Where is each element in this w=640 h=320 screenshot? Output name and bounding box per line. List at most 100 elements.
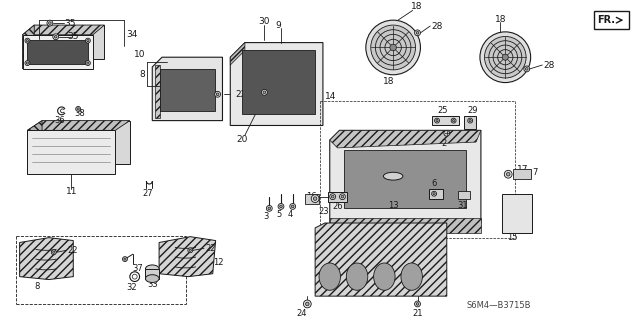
Text: 15: 15 — [508, 233, 518, 242]
Circle shape — [416, 31, 419, 34]
Text: 27: 27 — [142, 189, 153, 198]
Circle shape — [525, 68, 528, 70]
Circle shape — [469, 119, 471, 122]
Bar — [328, 192, 348, 202]
Circle shape — [51, 250, 56, 255]
Text: 21: 21 — [413, 309, 423, 318]
Circle shape — [280, 205, 282, 208]
Ellipse shape — [346, 263, 368, 290]
Text: 34: 34 — [126, 30, 138, 39]
Circle shape — [47, 20, 52, 26]
Circle shape — [484, 36, 526, 78]
Text: 29: 29 — [467, 106, 477, 115]
Text: 18: 18 — [411, 2, 422, 11]
Circle shape — [262, 89, 268, 95]
Circle shape — [122, 257, 127, 261]
Text: 6: 6 — [431, 180, 436, 188]
Circle shape — [278, 204, 284, 209]
Polygon shape — [330, 130, 481, 223]
Circle shape — [416, 303, 419, 305]
Polygon shape — [22, 25, 104, 35]
Circle shape — [52, 34, 59, 40]
Text: 22: 22 — [67, 246, 78, 255]
Text: 7: 7 — [532, 168, 538, 177]
Circle shape — [341, 195, 344, 198]
Bar — [465, 116, 476, 129]
Circle shape — [506, 172, 510, 176]
Circle shape — [290, 204, 296, 209]
Polygon shape — [230, 43, 245, 65]
Circle shape — [189, 249, 191, 252]
Circle shape — [431, 191, 436, 196]
Bar — [458, 191, 470, 199]
Text: 11: 11 — [65, 187, 77, 196]
Circle shape — [25, 60, 30, 66]
Circle shape — [87, 62, 89, 64]
Text: 4: 4 — [288, 210, 293, 219]
Text: 26: 26 — [333, 202, 343, 211]
Circle shape — [524, 66, 530, 72]
Circle shape — [339, 194, 346, 200]
Circle shape — [371, 25, 415, 70]
Polygon shape — [230, 43, 323, 125]
Text: 31: 31 — [457, 201, 468, 210]
Circle shape — [26, 40, 29, 42]
Circle shape — [480, 32, 531, 83]
Text: 17: 17 — [517, 165, 529, 174]
Text: 16: 16 — [307, 192, 317, 201]
Polygon shape — [330, 218, 481, 233]
Text: 20: 20 — [236, 135, 248, 144]
Text: 9: 9 — [275, 20, 281, 29]
Ellipse shape — [145, 265, 159, 273]
Circle shape — [314, 197, 317, 200]
Text: 38: 38 — [75, 109, 86, 118]
Circle shape — [502, 54, 508, 60]
Circle shape — [263, 91, 266, 94]
Polygon shape — [28, 121, 42, 174]
Circle shape — [415, 301, 420, 307]
Circle shape — [452, 119, 454, 122]
Text: 3: 3 — [264, 212, 269, 221]
Circle shape — [214, 91, 221, 97]
Text: S6M4—B3715B: S6M4—B3715B — [467, 301, 531, 310]
Ellipse shape — [401, 263, 422, 290]
Bar — [160, 69, 214, 111]
Circle shape — [77, 108, 79, 110]
Bar — [432, 116, 460, 125]
Circle shape — [504, 170, 512, 178]
Text: 35: 35 — [67, 32, 79, 41]
Circle shape — [305, 302, 309, 306]
Text: 2: 2 — [441, 139, 447, 148]
Ellipse shape — [319, 263, 340, 290]
Circle shape — [415, 30, 420, 36]
Text: 25: 25 — [437, 106, 447, 115]
Circle shape — [366, 20, 420, 75]
Text: 33: 33 — [147, 280, 157, 289]
Bar — [429, 189, 443, 199]
Polygon shape — [155, 65, 160, 118]
Text: 18: 18 — [495, 15, 506, 24]
Polygon shape — [20, 238, 73, 280]
Bar — [502, 194, 532, 233]
Polygon shape — [152, 57, 223, 121]
Polygon shape — [35, 25, 104, 59]
Text: 5: 5 — [276, 210, 282, 219]
Text: 30: 30 — [259, 17, 270, 26]
Circle shape — [54, 36, 57, 38]
Circle shape — [76, 107, 81, 111]
Circle shape — [468, 118, 472, 123]
Bar — [513, 169, 531, 179]
Circle shape — [436, 119, 438, 122]
Circle shape — [291, 205, 294, 208]
Text: 12: 12 — [212, 258, 223, 267]
Text: 22: 22 — [205, 244, 216, 253]
Polygon shape — [159, 237, 216, 277]
Circle shape — [435, 118, 440, 123]
Polygon shape — [330, 130, 481, 148]
Ellipse shape — [383, 172, 403, 180]
Circle shape — [266, 205, 272, 211]
Polygon shape — [28, 121, 130, 130]
Text: 23: 23 — [318, 207, 329, 216]
Circle shape — [330, 194, 335, 200]
Circle shape — [49, 22, 51, 24]
